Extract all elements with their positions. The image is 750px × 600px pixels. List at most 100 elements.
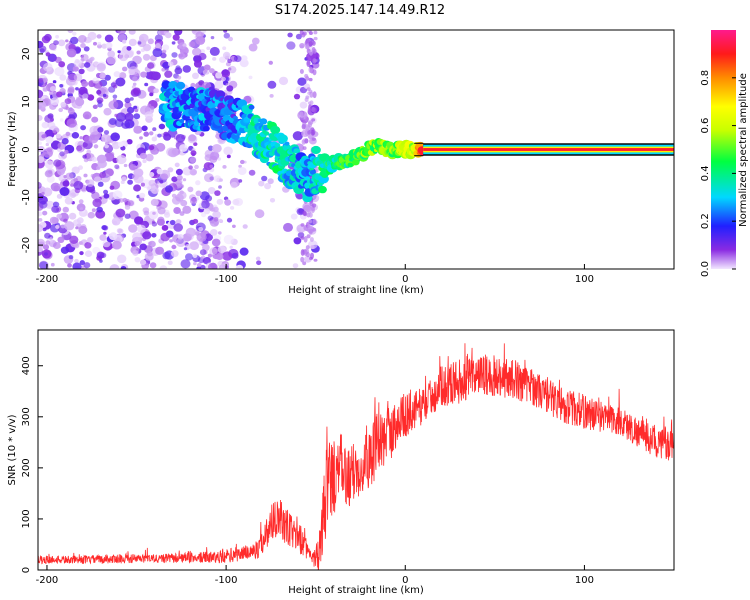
spectrogram-noise-blob	[206, 46, 211, 51]
spectrogram-y-tick-label: -10	[21, 189, 32, 205]
spectrogram-noise-blob	[312, 203, 317, 208]
spectrogram-noise-blob	[152, 211, 156, 215]
spectrogram-noise-blob	[190, 82, 196, 88]
spectrogram-noise-blob	[248, 75, 253, 80]
spectrogram-noise-blob	[47, 121, 56, 129]
spectrogram-noise-blob	[43, 62, 53, 72]
spectrogram-ridge-blob	[270, 125, 281, 135]
spectrogram-noise-blob	[44, 33, 52, 42]
spectrogram-noise-blob	[45, 240, 51, 245]
spectrogram-noise-blob	[224, 265, 229, 269]
spectrogram-noise-blob	[198, 52, 207, 61]
spectrogram-ridge-blob	[277, 134, 288, 143]
spectrogram-noise-blob	[188, 134, 197, 142]
spectrogram-noise-blob	[38, 115, 43, 121]
spectrogram-noise-blob	[124, 112, 134, 122]
spectrogram-noise-blob	[172, 34, 180, 41]
spectrogram-noise-blob	[151, 233, 157, 238]
spectrogram-noise-blob	[204, 173, 214, 183]
spectrogram-ridge-blob	[248, 104, 255, 110]
spectrogram-noise-blob	[110, 132, 120, 142]
spectrogram-y-tick-label: 10	[21, 95, 32, 108]
spectrogram-x-tick-label: 100	[575, 274, 594, 285]
spectrogram-noise-blob	[52, 201, 60, 208]
spectrogram-noise-blob	[97, 127, 104, 133]
spectrogram-noise-blob	[209, 164, 214, 169]
spectrogram-noise-blob	[97, 181, 104, 187]
spectrogram-noise-blob	[300, 249, 305, 256]
spectrogram-noise-blob	[199, 249, 207, 256]
spectrogram-noise-blob	[215, 72, 223, 79]
spectrogram-noise-blob	[189, 168, 197, 176]
spectrogram-noise-blob	[139, 243, 147, 251]
spectrogram-noise-blob	[82, 111, 92, 120]
spectrogram-noise-blob	[63, 218, 68, 223]
spectrogram-noise-blob	[299, 69, 304, 74]
spectrogram-noise-blob	[148, 172, 155, 177]
spectrogram-ridge-blob	[222, 114, 231, 122]
spectrogram-noise-blob	[148, 145, 155, 151]
spectrogram-noise-blob	[102, 93, 107, 98]
spectrogram-noise-blob	[304, 116, 309, 122]
spectrogram-noise-blob	[306, 87, 311, 91]
spectrogram-noise-blob	[227, 58, 233, 64]
spectrogram-noise-blob	[201, 212, 206, 218]
spectrogram-ridge-blob	[347, 162, 354, 168]
spectrogram-noise-blob	[156, 168, 163, 175]
spectrogram-noise-blob	[42, 77, 48, 83]
spectrogram-noise-blob	[63, 149, 69, 155]
spectrogram-noise-blob	[234, 198, 244, 206]
spectrogram-noise-blob	[239, 247, 249, 256]
spectrogram-noise-blob	[304, 138, 309, 144]
spectrogram-noise-blob	[133, 168, 144, 178]
spectrogram-noise-blob	[134, 108, 139, 113]
spectrogram-noise-blob	[91, 156, 98, 162]
spectrogram-noise-blob	[152, 48, 163, 58]
spectrogram-noise-blob	[261, 175, 268, 182]
spectrogram-noise-blob	[142, 53, 151, 61]
spectrogram-noise-blob	[44, 252, 48, 256]
spectrogram-noise-blob	[75, 97, 85, 107]
spectrogram-noise-blob	[162, 44, 170, 51]
spectrogram-y-tick-label: -20	[21, 237, 32, 253]
spectrogram-noise-blob	[305, 245, 310, 250]
spectrogram-noise-blob	[299, 101, 308, 109]
spectrogram-noise-blob	[300, 236, 305, 240]
spectrogram-noise-blob	[38, 200, 48, 209]
spectrogram-noise-blob	[193, 262, 197, 266]
spectrogram-noise-blob	[248, 169, 256, 176]
spectrogram-noise-blob	[104, 144, 109, 149]
spectrogram-noise-blob	[222, 251, 233, 261]
spectrogram-noise-blob	[137, 224, 146, 233]
spectrogram-noise-blob	[89, 125, 100, 136]
spectrogram-noise-blob	[123, 163, 128, 168]
spectrogram-noise-blob	[128, 224, 138, 233]
spectrogram-noise-blob	[167, 167, 174, 173]
spectrogram-noise-blob	[140, 259, 147, 266]
spectrogram-noise-blob	[151, 136, 157, 142]
spectrogram-noise-blob	[113, 84, 118, 89]
spectrogram-noise-blob	[200, 264, 206, 269]
spectrogram-noise-blob	[55, 34, 59, 39]
spectrogram-noise-blob	[104, 74, 111, 81]
colorbar-tick-label: 0.8	[700, 70, 711, 86]
spectrogram-noise-blob	[302, 261, 307, 266]
spectrogram-noise-blob	[50, 262, 55, 267]
spectrogram-noise-blob	[116, 154, 127, 165]
spectrogram-noise-blob	[79, 207, 84, 211]
spectrogram-noise-blob	[147, 103, 152, 108]
spectrogram-noise-blob	[79, 251, 84, 256]
spectrogram-noise-blob	[112, 240, 122, 250]
spectrogram-noise-blob	[99, 171, 107, 179]
spectrogram-noise-blob	[80, 43, 86, 48]
spectrogram-noise-blob	[180, 259, 191, 269]
spectrogram-noise-blob	[73, 180, 84, 190]
spectrogram-noise-blob	[293, 93, 301, 100]
spectrogram-noise-blob	[126, 139, 133, 145]
spectrogram-noise-blob	[112, 190, 123, 200]
spectrogram-noise-blob	[42, 227, 47, 232]
spectrogram-noise-blob	[225, 83, 230, 87]
spectrogram-noise-blob	[71, 132, 80, 139]
spectrogram-ridge-blob	[274, 142, 281, 148]
spectrogram-noise-blob	[38, 246, 43, 253]
